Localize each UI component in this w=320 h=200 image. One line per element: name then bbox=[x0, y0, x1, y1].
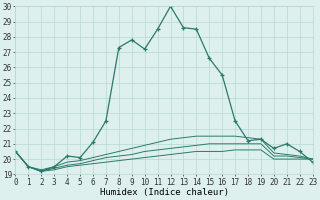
X-axis label: Humidex (Indice chaleur): Humidex (Indice chaleur) bbox=[100, 188, 228, 197]
